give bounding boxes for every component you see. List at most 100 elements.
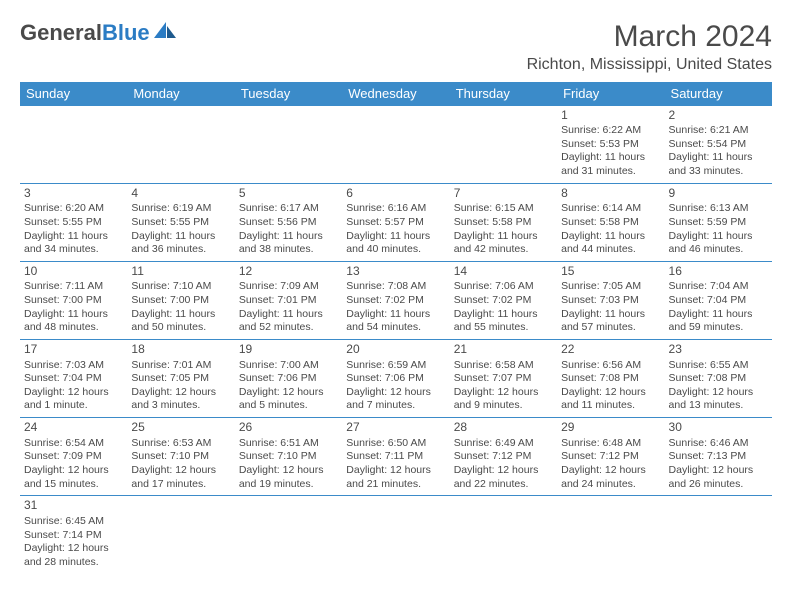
day-info-line: Sunrise: 6:15 AM bbox=[454, 202, 553, 216]
day-info-line: and 17 minutes. bbox=[131, 478, 230, 492]
logo: GeneralBlue bbox=[20, 20, 178, 46]
month-title: March 2024 bbox=[527, 20, 772, 54]
day-info-line: and 46 minutes. bbox=[669, 243, 768, 257]
day-info-line: Daylight: 11 hours bbox=[131, 230, 230, 244]
calendar-day-cell: 25Sunrise: 6:53 AMSunset: 7:10 PMDayligh… bbox=[127, 418, 234, 496]
day-number: 14 bbox=[454, 264, 553, 280]
day-number: 11 bbox=[131, 264, 230, 280]
day-info-line: Sunrise: 6:46 AM bbox=[669, 437, 768, 451]
day-info-line: Sunrise: 6:16 AM bbox=[346, 202, 445, 216]
day-info-line: Sunset: 7:08 PM bbox=[669, 372, 768, 386]
calendar-day-cell: 20Sunrise: 6:59 AMSunset: 7:06 PMDayligh… bbox=[342, 339, 449, 417]
day-info-line: Sunset: 5:57 PM bbox=[346, 216, 445, 230]
day-info-line: Sunset: 5:53 PM bbox=[561, 138, 660, 152]
day-info-line: Sunset: 7:09 PM bbox=[24, 450, 123, 464]
day-info-line: and 34 minutes. bbox=[24, 243, 123, 257]
day-info-line: Sunrise: 7:04 AM bbox=[669, 280, 768, 294]
day-info-line: and 22 minutes. bbox=[454, 478, 553, 492]
logo-text-blue: Blue bbox=[102, 20, 150, 46]
day-info-line: Sunset: 7:05 PM bbox=[131, 372, 230, 386]
day-info-line: Sunset: 7:01 PM bbox=[239, 294, 338, 308]
day-number: 5 bbox=[239, 186, 338, 202]
calendar-day-cell: 28Sunrise: 6:49 AMSunset: 7:12 PMDayligh… bbox=[450, 418, 557, 496]
day-number: 13 bbox=[346, 264, 445, 280]
day-info-line: Sunrise: 6:55 AM bbox=[669, 359, 768, 373]
day-number: 16 bbox=[669, 264, 768, 280]
weekday-header: Monday bbox=[127, 82, 234, 106]
day-info-line: Sunset: 7:14 PM bbox=[24, 529, 123, 543]
weekday-header: Thursday bbox=[450, 82, 557, 106]
day-info-line: Daylight: 11 hours bbox=[24, 230, 123, 244]
calendar-day-cell: 14Sunrise: 7:06 AMSunset: 7:02 PMDayligh… bbox=[450, 261, 557, 339]
day-info-line: and 52 minutes. bbox=[239, 321, 338, 335]
calendar-empty-cell bbox=[127, 496, 234, 574]
calendar-day-cell: 19Sunrise: 7:00 AMSunset: 7:06 PMDayligh… bbox=[235, 339, 342, 417]
day-info-line: Sunrise: 6:17 AM bbox=[239, 202, 338, 216]
day-info-line: Daylight: 11 hours bbox=[561, 308, 660, 322]
location: Richton, Mississippi, United States bbox=[527, 56, 772, 74]
day-info-line: Sunrise: 6:51 AM bbox=[239, 437, 338, 451]
day-number: 21 bbox=[454, 342, 553, 358]
calendar-day-cell: 30Sunrise: 6:46 AMSunset: 7:13 PMDayligh… bbox=[665, 418, 772, 496]
day-info-line: Daylight: 12 hours bbox=[239, 464, 338, 478]
day-info-line: and 9 minutes. bbox=[454, 399, 553, 413]
calendar-empty-cell bbox=[235, 106, 342, 184]
day-info-line: Sunset: 7:02 PM bbox=[346, 294, 445, 308]
day-info-line: Sunset: 7:11 PM bbox=[346, 450, 445, 464]
day-info-line: and 59 minutes. bbox=[669, 321, 768, 335]
calendar-day-cell: 15Sunrise: 7:05 AMSunset: 7:03 PMDayligh… bbox=[557, 261, 664, 339]
day-number: 24 bbox=[24, 420, 123, 436]
calendar-empty-cell bbox=[342, 496, 449, 574]
day-info-line: and 5 minutes. bbox=[239, 399, 338, 413]
day-number: 7 bbox=[454, 186, 553, 202]
calendar-empty-cell bbox=[450, 496, 557, 574]
day-info-line: and 13 minutes. bbox=[669, 399, 768, 413]
calendar-day-cell: 27Sunrise: 6:50 AMSunset: 7:11 PMDayligh… bbox=[342, 418, 449, 496]
weekday-header: Tuesday bbox=[235, 82, 342, 106]
day-info-line: Sunrise: 6:21 AM bbox=[669, 124, 768, 138]
day-info-line: Sunrise: 6:45 AM bbox=[24, 515, 123, 529]
day-number: 31 bbox=[24, 498, 123, 514]
day-info-line: Sunrise: 6:56 AM bbox=[561, 359, 660, 373]
day-number: 12 bbox=[239, 264, 338, 280]
day-info-line: and 57 minutes. bbox=[561, 321, 660, 335]
day-number: 20 bbox=[346, 342, 445, 358]
day-info-line: and 54 minutes. bbox=[346, 321, 445, 335]
day-info-line: Sunset: 5:56 PM bbox=[239, 216, 338, 230]
day-info-line: Sunrise: 6:22 AM bbox=[561, 124, 660, 138]
day-info-line: Sunset: 7:00 PM bbox=[131, 294, 230, 308]
day-info-line: Sunrise: 6:53 AM bbox=[131, 437, 230, 451]
day-info-line: Daylight: 12 hours bbox=[131, 386, 230, 400]
day-info-line: Daylight: 11 hours bbox=[561, 151, 660, 165]
day-info-line: Sunset: 7:12 PM bbox=[561, 450, 660, 464]
calendar-week-row: 1Sunrise: 6:22 AMSunset: 5:53 PMDaylight… bbox=[20, 106, 772, 184]
day-info-line: Sunset: 7:04 PM bbox=[24, 372, 123, 386]
day-number: 30 bbox=[669, 420, 768, 436]
calendar-day-cell: 18Sunrise: 7:01 AMSunset: 7:05 PMDayligh… bbox=[127, 339, 234, 417]
day-info-line: and 31 minutes. bbox=[561, 165, 660, 179]
day-info-line: Daylight: 12 hours bbox=[346, 464, 445, 478]
calendar-day-cell: 3Sunrise: 6:20 AMSunset: 5:55 PMDaylight… bbox=[20, 183, 127, 261]
day-info-line: and 26 minutes. bbox=[669, 478, 768, 492]
day-info-line: Sunrise: 7:00 AM bbox=[239, 359, 338, 373]
day-info-line: Daylight: 12 hours bbox=[239, 386, 338, 400]
calendar-empty-cell bbox=[127, 106, 234, 184]
calendar-day-cell: 16Sunrise: 7:04 AMSunset: 7:04 PMDayligh… bbox=[665, 261, 772, 339]
day-info-line: and 28 minutes. bbox=[24, 556, 123, 570]
day-number: 28 bbox=[454, 420, 553, 436]
day-info-line: Sunset: 7:10 PM bbox=[239, 450, 338, 464]
day-info-line: and 33 minutes. bbox=[669, 165, 768, 179]
calendar-day-cell: 11Sunrise: 7:10 AMSunset: 7:00 PMDayligh… bbox=[127, 261, 234, 339]
calendar-day-cell: 26Sunrise: 6:51 AMSunset: 7:10 PMDayligh… bbox=[235, 418, 342, 496]
day-info-line: and 11 minutes. bbox=[561, 399, 660, 413]
day-info-line: Sunrise: 6:14 AM bbox=[561, 202, 660, 216]
calendar-week-row: 31Sunrise: 6:45 AMSunset: 7:14 PMDayligh… bbox=[20, 496, 772, 574]
day-number: 19 bbox=[239, 342, 338, 358]
day-info-line: Daylight: 11 hours bbox=[239, 230, 338, 244]
calendar-empty-cell bbox=[450, 106, 557, 184]
day-info-line: Sunrise: 7:03 AM bbox=[24, 359, 123, 373]
calendar-empty-cell bbox=[342, 106, 449, 184]
day-info-line: Sunrise: 6:54 AM bbox=[24, 437, 123, 451]
calendar-table: SundayMondayTuesdayWednesdayThursdayFrid… bbox=[20, 82, 772, 573]
day-info-line: Daylight: 11 hours bbox=[669, 230, 768, 244]
